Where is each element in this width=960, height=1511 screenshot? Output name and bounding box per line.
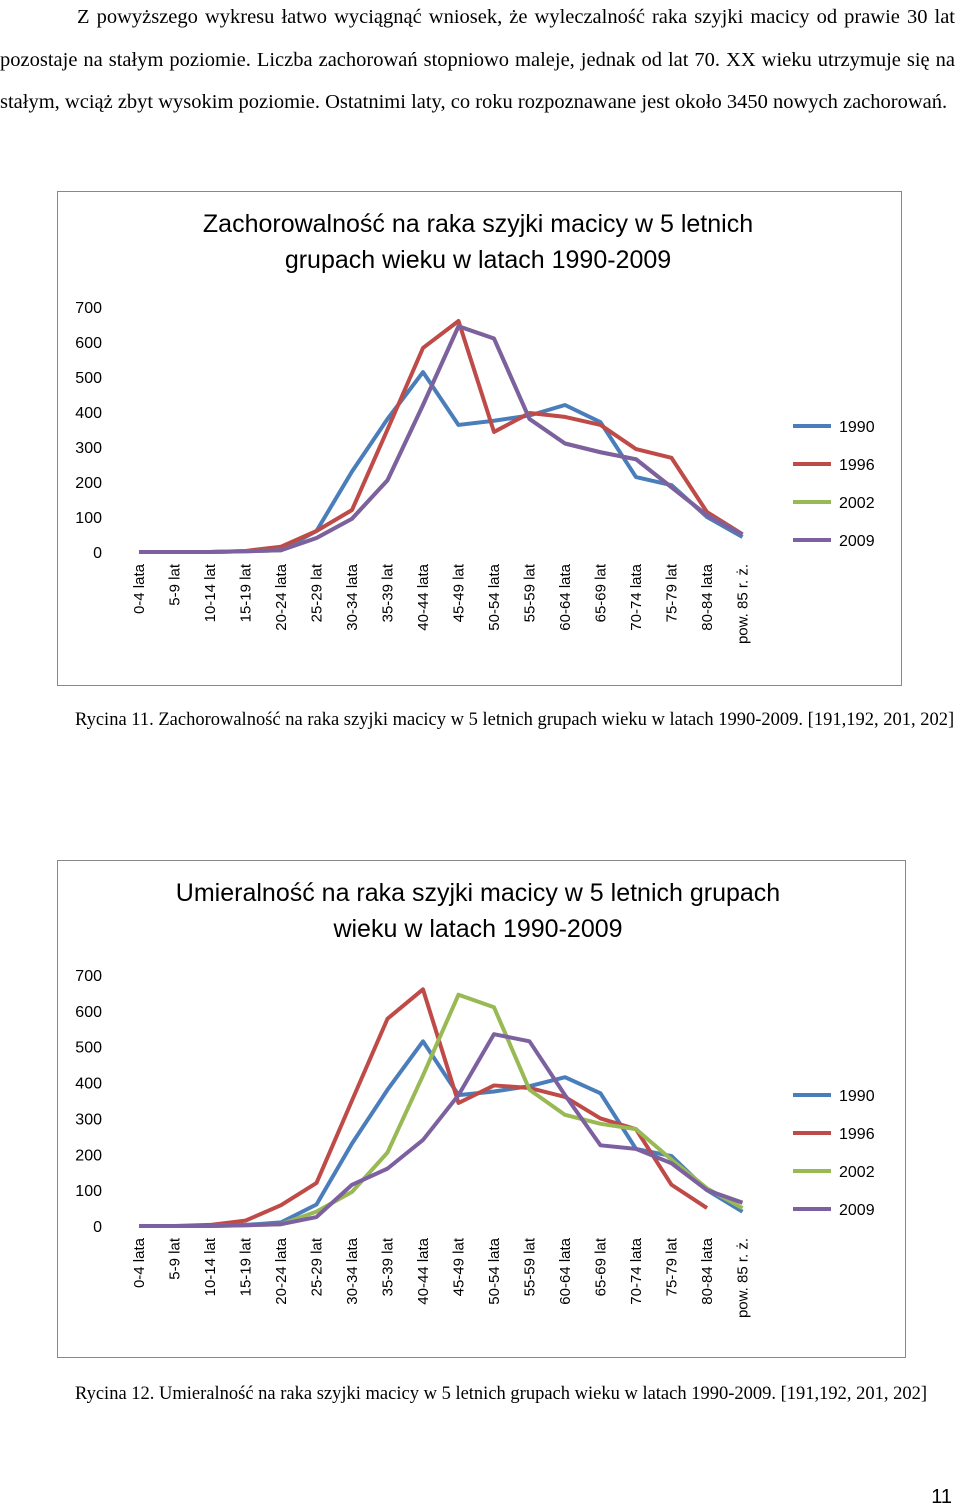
x-tick-label: 65-69 lat xyxy=(593,563,610,622)
x-tick-label: 75-79 lat xyxy=(664,563,681,622)
x-tick-label: pow. 85 r. ż. xyxy=(735,1238,752,1318)
chart-title: Zachorowalność na raka szyjki macicy w 5… xyxy=(202,210,754,274)
x-tick-label: 40-44 lata xyxy=(415,563,432,630)
series-line xyxy=(139,992,744,1228)
chart-title: Umieralność na raka szyjki macicy w 5 le… xyxy=(175,879,781,943)
y-tick-label: 200 xyxy=(75,1147,102,1164)
x-tick-label: pow. 85 r. ż. xyxy=(735,564,752,644)
x-tick-label: 50-54 lata xyxy=(486,563,503,630)
chart-plot: 0 100 200 300 400 500 600 700 0-4 lata 5-9 lat 10-… xyxy=(75,968,875,1318)
x-tick-label: 30-34 lata xyxy=(344,563,361,630)
series-line xyxy=(139,1032,744,1228)
x-tick-label: 35-39 lat xyxy=(380,1237,397,1296)
y-tick-label: 400 xyxy=(75,405,102,422)
legend-label: 1990 xyxy=(839,1088,875,1105)
x-tick-label: 60-64 lata xyxy=(557,1237,574,1304)
x-tick-label: 25-29 lat xyxy=(309,1237,326,1296)
x-tick-label: 65-69 lat xyxy=(593,1237,610,1296)
x-tick-label: 80-84 lata xyxy=(699,563,716,630)
legend-label: 1990 xyxy=(839,419,875,436)
legend-label: 1996 xyxy=(839,457,875,474)
x-tick-label: 10-14 lat xyxy=(202,1237,219,1296)
paragraph: Z powyższego wykresu łatwo wyciągnąć wni… xyxy=(0,6,955,113)
x-tick-label: 80-84 lata xyxy=(699,1237,716,1304)
x-tick-label: 70-74 lata xyxy=(628,563,645,630)
x-tick-label: 30-34 lata xyxy=(344,1237,361,1304)
x-tick-label: 40-44 lata xyxy=(415,1237,432,1304)
x-tick-label: 0-4 lata xyxy=(131,563,148,614)
legend-label: 2009 xyxy=(839,533,875,550)
x-tick-label: 70-74 lata xyxy=(628,1237,645,1304)
series-line xyxy=(139,1039,744,1228)
x-tick-label: 5-9 lat xyxy=(167,563,184,606)
y-tick-label: 600 xyxy=(75,1004,102,1021)
x-tick-label: 15-19 lat xyxy=(238,563,255,622)
chart: Zachorowalność na raka szyjki macicy w 5… xyxy=(57,191,902,686)
y-tick-label: 500 xyxy=(75,1040,102,1057)
x-tick-label: 45-49 lat xyxy=(451,1237,468,1296)
caption: Rycina 11. Zachorowalność na raka szyjki… xyxy=(75,710,955,730)
x-tick-label: 20-24 lata xyxy=(273,1237,290,1304)
series-line xyxy=(139,324,744,554)
x-tick-label: 75-79 lat xyxy=(664,1237,681,1296)
y-tick-label: 100 xyxy=(75,510,102,527)
y-tick-label: 200 xyxy=(75,475,102,492)
x-tick-label: 15-19 lat xyxy=(238,1237,255,1296)
x-tick-label: 55-59 lat xyxy=(522,563,539,622)
y-tick-label: 500 xyxy=(75,370,102,387)
y-tick-label: 100 xyxy=(75,1183,102,1200)
x-tick-label: 45-49 lat xyxy=(451,563,468,622)
y-tick-label: 300 xyxy=(75,1111,102,1128)
series-line xyxy=(139,370,744,554)
chart-plot: 0 100 200 300 400 500 600 700 0-4 lata 5-9 lat 10-… xyxy=(75,300,875,644)
y-tick-label: 600 xyxy=(75,335,102,352)
y-tick-label: 400 xyxy=(75,1076,102,1093)
series-line xyxy=(139,987,709,1228)
legend-label: 2002 xyxy=(839,1164,875,1181)
x-tick-label: 60-64 lata xyxy=(557,563,574,630)
y-tick-label: 700 xyxy=(75,968,102,985)
legend-label: 2002 xyxy=(839,495,875,512)
y-tick-label: 700 xyxy=(75,300,102,317)
y-tick-label: 0 xyxy=(93,545,102,562)
y-tick-label: 300 xyxy=(75,440,102,457)
caption: Rycina 12. Umieralność na raka szyjki ma… xyxy=(75,1384,928,1404)
x-tick-label: 35-39 lat xyxy=(380,563,397,622)
y-tick-label: 0 xyxy=(93,1219,102,1236)
x-tick-label: 50-54 lata xyxy=(486,1237,503,1304)
series-line xyxy=(139,319,744,554)
legend-label: 1996 xyxy=(839,1126,875,1143)
x-tick-label: 55-59 lat xyxy=(522,1237,539,1296)
x-tick-label: 25-29 lat xyxy=(309,563,326,622)
legend-label: 2009 xyxy=(839,1202,875,1219)
chart: Umieralność na raka szyjki macicy w 5 le… xyxy=(57,860,906,1358)
x-tick-label: 20-24 lata xyxy=(273,563,290,630)
x-tick-label: 0-4 lata xyxy=(131,1237,148,1288)
page-number: 11 xyxy=(931,1486,952,1508)
x-tick-label: 10-14 lat xyxy=(202,563,219,622)
x-tick-label: 5-9 lat xyxy=(167,1237,184,1280)
series-line xyxy=(139,324,744,554)
